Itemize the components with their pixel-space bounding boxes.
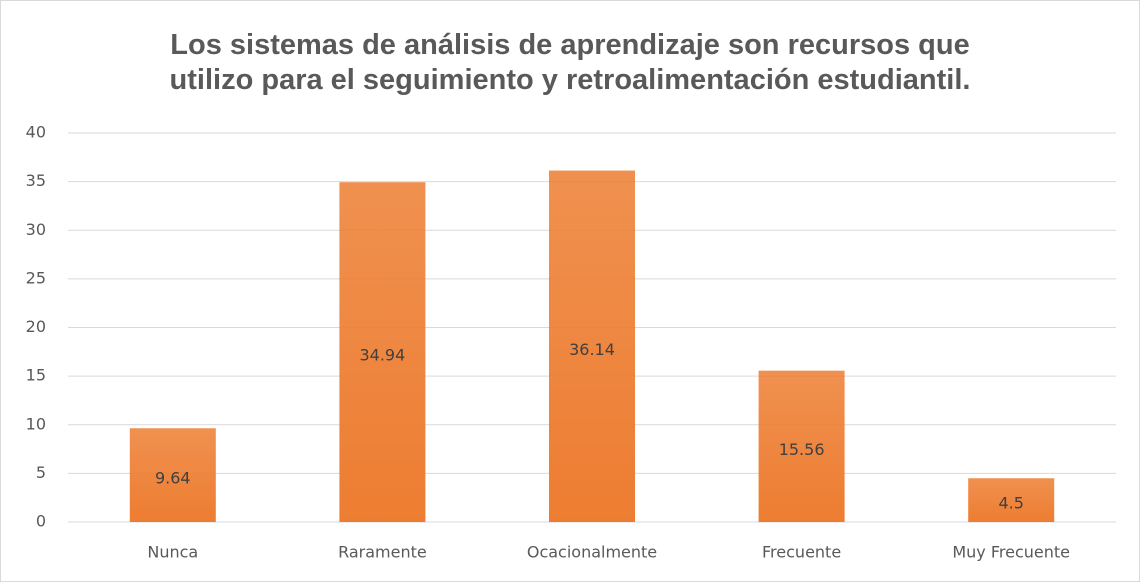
x-tick-label: Nunca (147, 543, 198, 562)
bar (758, 370, 845, 522)
bar (129, 428, 216, 522)
y-tick-label: 20 (26, 317, 46, 336)
y-tick-label: 15 (26, 366, 46, 385)
x-tick-label: Raramente (338, 543, 427, 562)
y-tick-label: 40 (26, 123, 46, 142)
x-tick-label: Muy Frecuente (952, 543, 1070, 562)
y-tick-label: 10 (26, 414, 46, 433)
data-label: 9.64 (155, 469, 191, 488)
data-label: 4.5 (998, 494, 1023, 513)
y-tick-label: 5 (36, 463, 46, 482)
y-tick-label: 0 (36, 512, 46, 531)
data-label: 34.94 (359, 346, 405, 365)
data-label: 36.14 (569, 340, 615, 359)
x-tick-label: Frecuente (762, 543, 841, 562)
y-tick-label: 30 (26, 220, 46, 239)
y-tick-label: 35 (26, 171, 46, 190)
data-label: 15.56 (779, 440, 825, 459)
chart-title: Los sistemas de análisis de aprendizaje … (169, 29, 971, 96)
x-tick-label: Ocacionalmente (527, 543, 657, 562)
bar (339, 182, 426, 522)
y-tick-label: 25 (26, 268, 46, 287)
bar (549, 170, 635, 522)
bar (968, 478, 1055, 522)
